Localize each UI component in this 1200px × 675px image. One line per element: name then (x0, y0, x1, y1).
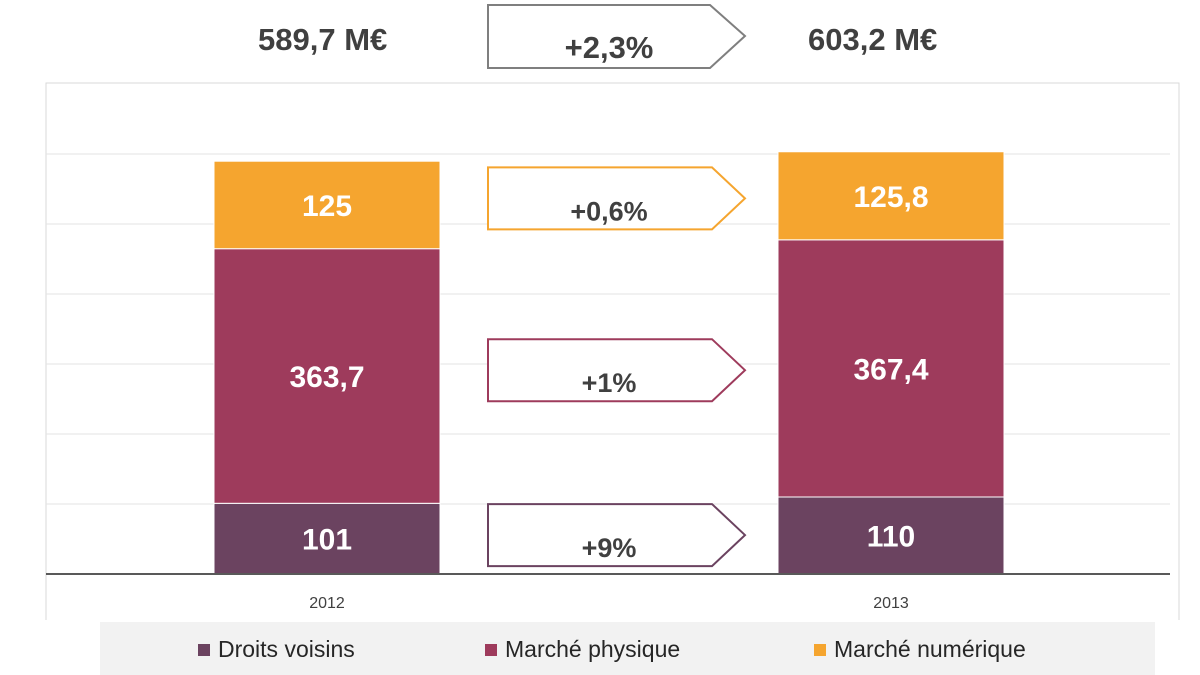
bar-value-label: 367,4 (853, 353, 928, 386)
total-change-arrow (487, 4, 747, 69)
bar-segment (213, 502, 441, 575)
legend-label: Marché numérique (834, 636, 1026, 662)
bars: 101 363,7 125 110 367,4 125,8 (213, 151, 1005, 575)
legend-item-marche-numerique: Marché numérique (814, 636, 1026, 663)
bar-value-label: 125 (302, 190, 352, 223)
change-arrow (487, 338, 747, 403)
legend-label: Marché physique (505, 636, 681, 662)
legend-item-droits-voisins: Droits voisins (198, 636, 355, 663)
legend-swatch (814, 643, 826, 656)
bar-segment (777, 151, 1005, 241)
total-right: 603,2 M€ (808, 22, 938, 57)
change-arrow (487, 503, 747, 568)
legend: Droits voisins Marché physique Marché nu… (100, 622, 1155, 675)
bar-segment (777, 496, 1005, 575)
bar-value-label: 125,8 (853, 181, 928, 214)
legend-swatch (485, 643, 497, 656)
bar-segment (777, 239, 1005, 498)
change-label: +1% (582, 368, 637, 398)
change-arrow (487, 166, 747, 231)
change-label: +0,6% (570, 196, 647, 226)
chart: +2,3% 101 363,7 125 110 367,4 125,8 +9% +1% +0,… (45, 4, 1180, 620)
x-tick-label: 2012 (309, 595, 345, 612)
x-tick-labels: 2012 2013 (309, 595, 909, 612)
legend-swatch (198, 643, 210, 656)
x-tick-label: 2013 (873, 595, 909, 612)
bar-segment (213, 160, 441, 250)
plot-area (45, 82, 1180, 620)
change-arrows: +9% +1% +0,6% (487, 166, 747, 568)
bar-value-label: 101 (302, 524, 352, 557)
bar-value-label: 110 (867, 521, 915, 554)
legend-item-marche-physique: Marché physique (485, 636, 680, 663)
total-change-label: +2,3% (565, 30, 654, 65)
change-label: +9% (582, 533, 637, 563)
bar-value-label: 363,7 (289, 361, 364, 394)
total-left: 589,7 M€ (258, 22, 388, 57)
bar-segment (213, 248, 441, 504)
legend-label: Droits voisins (218, 636, 355, 662)
